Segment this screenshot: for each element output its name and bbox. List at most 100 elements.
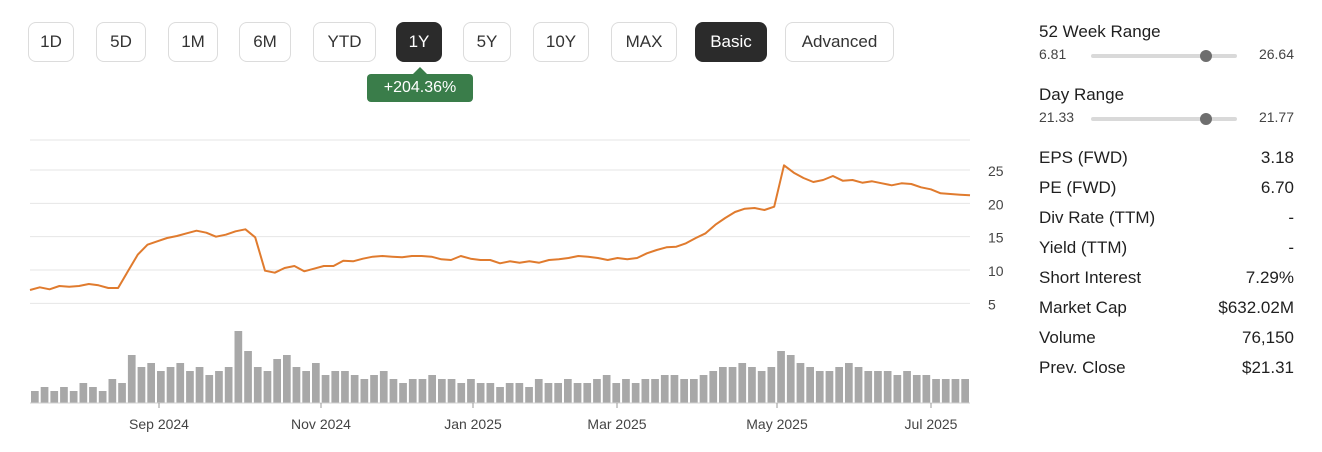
price-chart[interactable]: 5 10 15 20 25 Sep 2024 Nov 2024 Jan 2025 Mar 202… bbox=[0, 120, 1010, 440]
x-tick-label: Mar 2025 bbox=[587, 416, 646, 432]
volume-bar bbox=[932, 379, 940, 403]
range-button-1y[interactable]: 1Y bbox=[396, 22, 442, 62]
volume-bar bbox=[728, 367, 737, 403]
range-button-1m[interactable]: 1M bbox=[168, 22, 218, 62]
range-button-ytd[interactable]: YTD bbox=[313, 22, 376, 62]
stat-row-eps-fwd: EPS (FWD) 3.18 bbox=[1039, 148, 1294, 178]
volume-bar bbox=[31, 391, 39, 403]
range-button-10y[interactable]: 10Y bbox=[533, 22, 589, 62]
volume-bar bbox=[79, 383, 88, 403]
y-tick-label: 20 bbox=[988, 196, 1004, 212]
volume-bar bbox=[680, 379, 688, 403]
change-badge: +204.36% bbox=[367, 74, 473, 102]
volume-bar bbox=[951, 379, 960, 403]
volume-bar bbox=[476, 383, 485, 403]
range-button-basic[interactable]: Basic bbox=[695, 22, 767, 62]
range-button-1d[interactable]: 1D bbox=[28, 22, 74, 62]
volume-bar bbox=[50, 391, 59, 403]
volume-bar bbox=[467, 379, 475, 403]
volume-bar bbox=[486, 383, 495, 403]
stat-row-yield-ttm: Yield (TTM) - bbox=[1039, 238, 1294, 268]
y-tick-label: 10 bbox=[988, 263, 1004, 279]
volume-bar bbox=[176, 363, 185, 403]
day-range-track bbox=[1091, 113, 1237, 125]
volume-bar bbox=[544, 383, 553, 403]
range-button-5d[interactable]: 5D bbox=[96, 22, 146, 62]
volume-bar bbox=[302, 371, 310, 403]
volume-bar bbox=[748, 367, 756, 403]
y-tick-label: 15 bbox=[988, 230, 1004, 246]
volume-bar bbox=[195, 367, 204, 403]
day-range-title: Day Range bbox=[1039, 85, 1125, 104]
week52-range-high: 26.64 bbox=[1258, 46, 1294, 62]
volume-bar bbox=[757, 371, 766, 403]
volume-bar bbox=[573, 383, 582, 403]
volume-bar bbox=[941, 379, 950, 403]
stat-value: 7.29% bbox=[1245, 268, 1294, 287]
week52-range-low: 6.81 bbox=[1039, 46, 1067, 62]
volume-bar bbox=[854, 367, 863, 403]
x-tick-label: Jan 2025 bbox=[444, 416, 502, 432]
volume-bar bbox=[883, 371, 892, 403]
volume-bar bbox=[912, 375, 921, 403]
volume-bar bbox=[321, 375, 330, 403]
volume-bar bbox=[370, 375, 378, 403]
volume-bar bbox=[60, 387, 68, 403]
volume-bar bbox=[864, 371, 873, 403]
volume-bar bbox=[835, 367, 843, 403]
volume-bar bbox=[631, 383, 640, 403]
x-tick-label: Jul 2025 bbox=[905, 416, 958, 432]
stat-value: - bbox=[1288, 208, 1294, 227]
volume-bar bbox=[205, 375, 214, 403]
stat-value: - bbox=[1288, 238, 1294, 257]
stat-row-short-interest: Short Interest 7.29% bbox=[1039, 268, 1294, 298]
stat-row-market-cap: Market Cap $632.02M bbox=[1039, 298, 1294, 328]
day-range-low: 21.33 bbox=[1039, 109, 1075, 125]
range-button-advanced[interactable]: Advanced bbox=[785, 22, 894, 62]
volume-bar bbox=[709, 371, 718, 403]
volume-bar bbox=[641, 379, 650, 403]
volume-bar bbox=[554, 383, 562, 403]
volume-bar bbox=[806, 367, 814, 403]
volume-bar bbox=[331, 371, 340, 403]
volume-bar bbox=[283, 355, 291, 403]
stat-label: Short Interest bbox=[1039, 268, 1142, 287]
volume-bar bbox=[903, 371, 911, 403]
stat-label: Market Cap bbox=[1039, 298, 1127, 317]
price-line bbox=[29, 164, 971, 291]
volume-bar bbox=[777, 351, 785, 403]
volume-bar bbox=[69, 391, 78, 403]
stat-value: $21.31 bbox=[1242, 358, 1294, 377]
volume-bar bbox=[515, 383, 524, 403]
volume-bar bbox=[660, 375, 669, 403]
range-button-6m[interactable]: 6M bbox=[239, 22, 291, 62]
day-range-high: 21.77 bbox=[1258, 109, 1294, 125]
volume-bar bbox=[108, 379, 117, 403]
week52-range-title: 52 Week Range bbox=[1039, 22, 1161, 41]
volume-bar bbox=[534, 379, 543, 403]
stat-label: PE (FWD) bbox=[1039, 178, 1117, 197]
volume-bar bbox=[738, 363, 747, 403]
volume-bar bbox=[670, 375, 679, 403]
volume-bar bbox=[845, 363, 853, 403]
y-tick-label: 25 bbox=[988, 163, 1004, 179]
volume-bar bbox=[244, 351, 252, 403]
volume-bar bbox=[796, 363, 805, 403]
change-badge-pointer bbox=[413, 67, 427, 74]
volume-bar bbox=[118, 383, 126, 403]
volume-bar bbox=[961, 379, 969, 403]
volume-bar bbox=[690, 379, 698, 403]
range-button-5y[interactable]: 5Y bbox=[463, 22, 511, 62]
stat-row-div-rate-ttm: Div Rate (TTM) - bbox=[1039, 208, 1294, 238]
volume-bar bbox=[360, 379, 369, 403]
volume-bar bbox=[127, 355, 136, 403]
week52-range-track bbox=[1091, 50, 1237, 62]
stat-value: $632.02M bbox=[1218, 298, 1294, 317]
volume-bar bbox=[428, 375, 436, 403]
stat-label: Yield (TTM) bbox=[1039, 238, 1128, 257]
volume-bar bbox=[341, 371, 349, 403]
volume-bar bbox=[263, 371, 272, 403]
range-button-max[interactable]: MAX bbox=[611, 22, 677, 62]
volume-bar bbox=[922, 375, 931, 403]
week52-range: 52 Week Range 6.81 26.64 bbox=[1039, 22, 1294, 72]
